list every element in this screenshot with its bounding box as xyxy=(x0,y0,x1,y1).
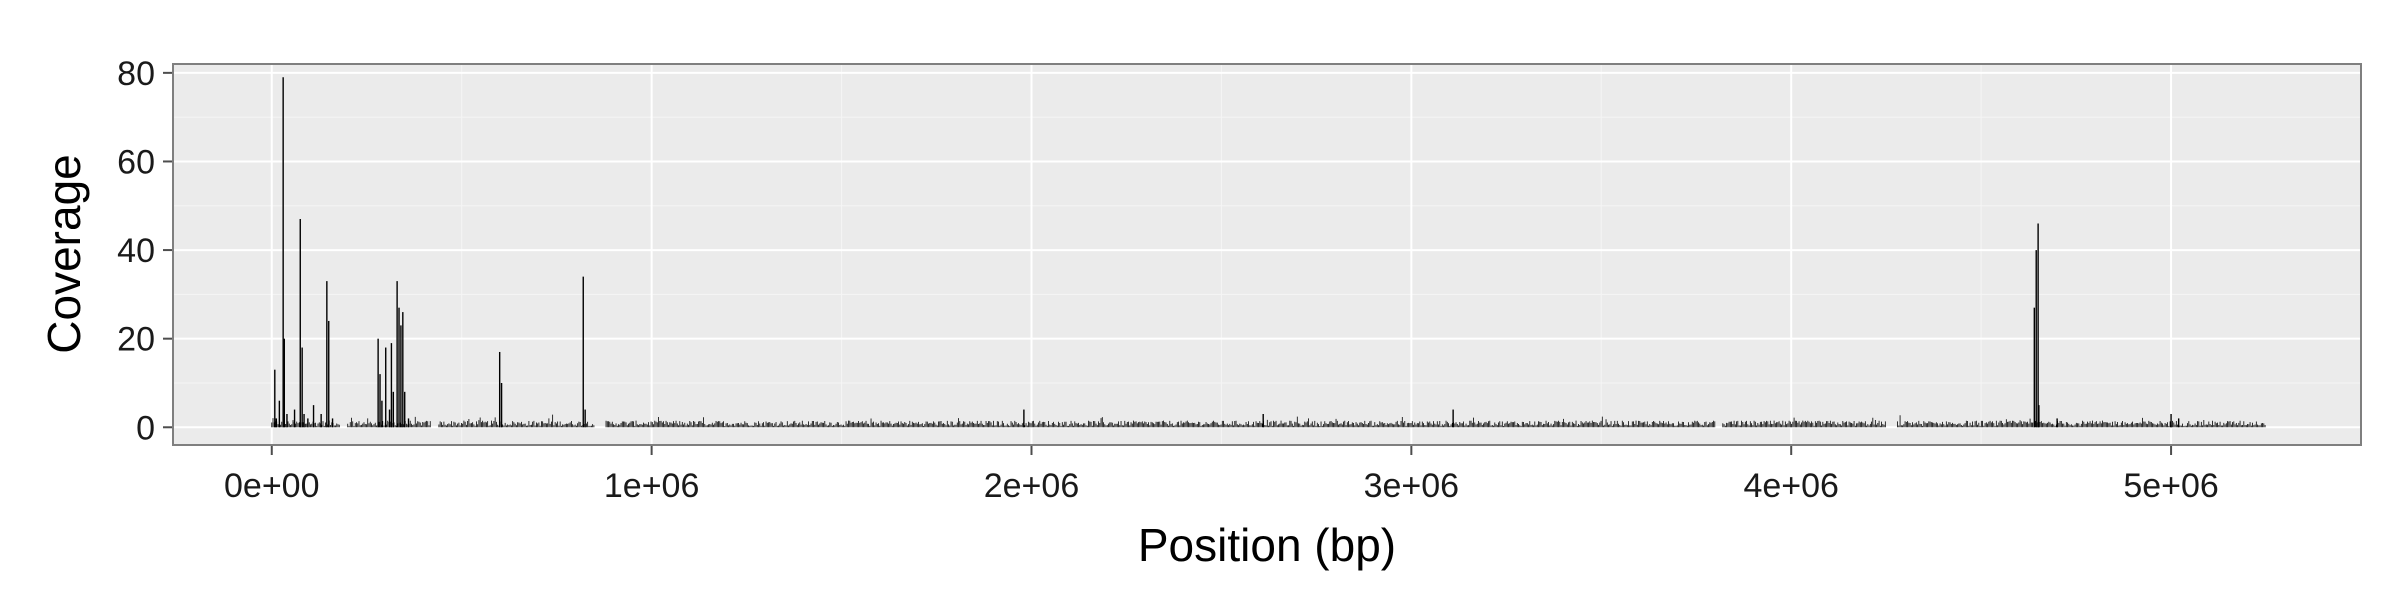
y-axis-title: Coverage xyxy=(38,154,90,353)
y-tick-label: 60 xyxy=(117,143,155,181)
x-axis-ticks: 0e+00 1e+06 2e+06 3e+06 4e+06 5e+06 xyxy=(224,446,2219,505)
y-tick-label: 0 xyxy=(136,409,155,447)
x-axis-title: Position (bp) xyxy=(1138,519,1396,571)
y-axis-ticks: 0 20 40 60 80 xyxy=(117,55,172,447)
y-tick-label: 80 xyxy=(117,55,155,93)
panel-background xyxy=(173,64,2361,445)
y-tick-label: 40 xyxy=(117,232,155,270)
x-tick-label: 4e+06 xyxy=(1743,467,1839,505)
y-tick-label: 20 xyxy=(117,321,155,359)
x-tick-label: 2e+06 xyxy=(984,467,1080,505)
grid-minor xyxy=(173,64,2361,445)
baseline-coverage-path xyxy=(271,414,2266,428)
panel-border xyxy=(172,63,2362,446)
x-tick-label: 1e+06 xyxy=(604,467,700,505)
x-tick-label: 5e+06 xyxy=(2123,467,2219,505)
x-tick-label: 3e+06 xyxy=(1364,467,1460,505)
baseline-coverage-noise xyxy=(271,414,2266,428)
coverage-bars xyxy=(274,77,2180,428)
x-tick-label: 0e+00 xyxy=(224,467,320,505)
